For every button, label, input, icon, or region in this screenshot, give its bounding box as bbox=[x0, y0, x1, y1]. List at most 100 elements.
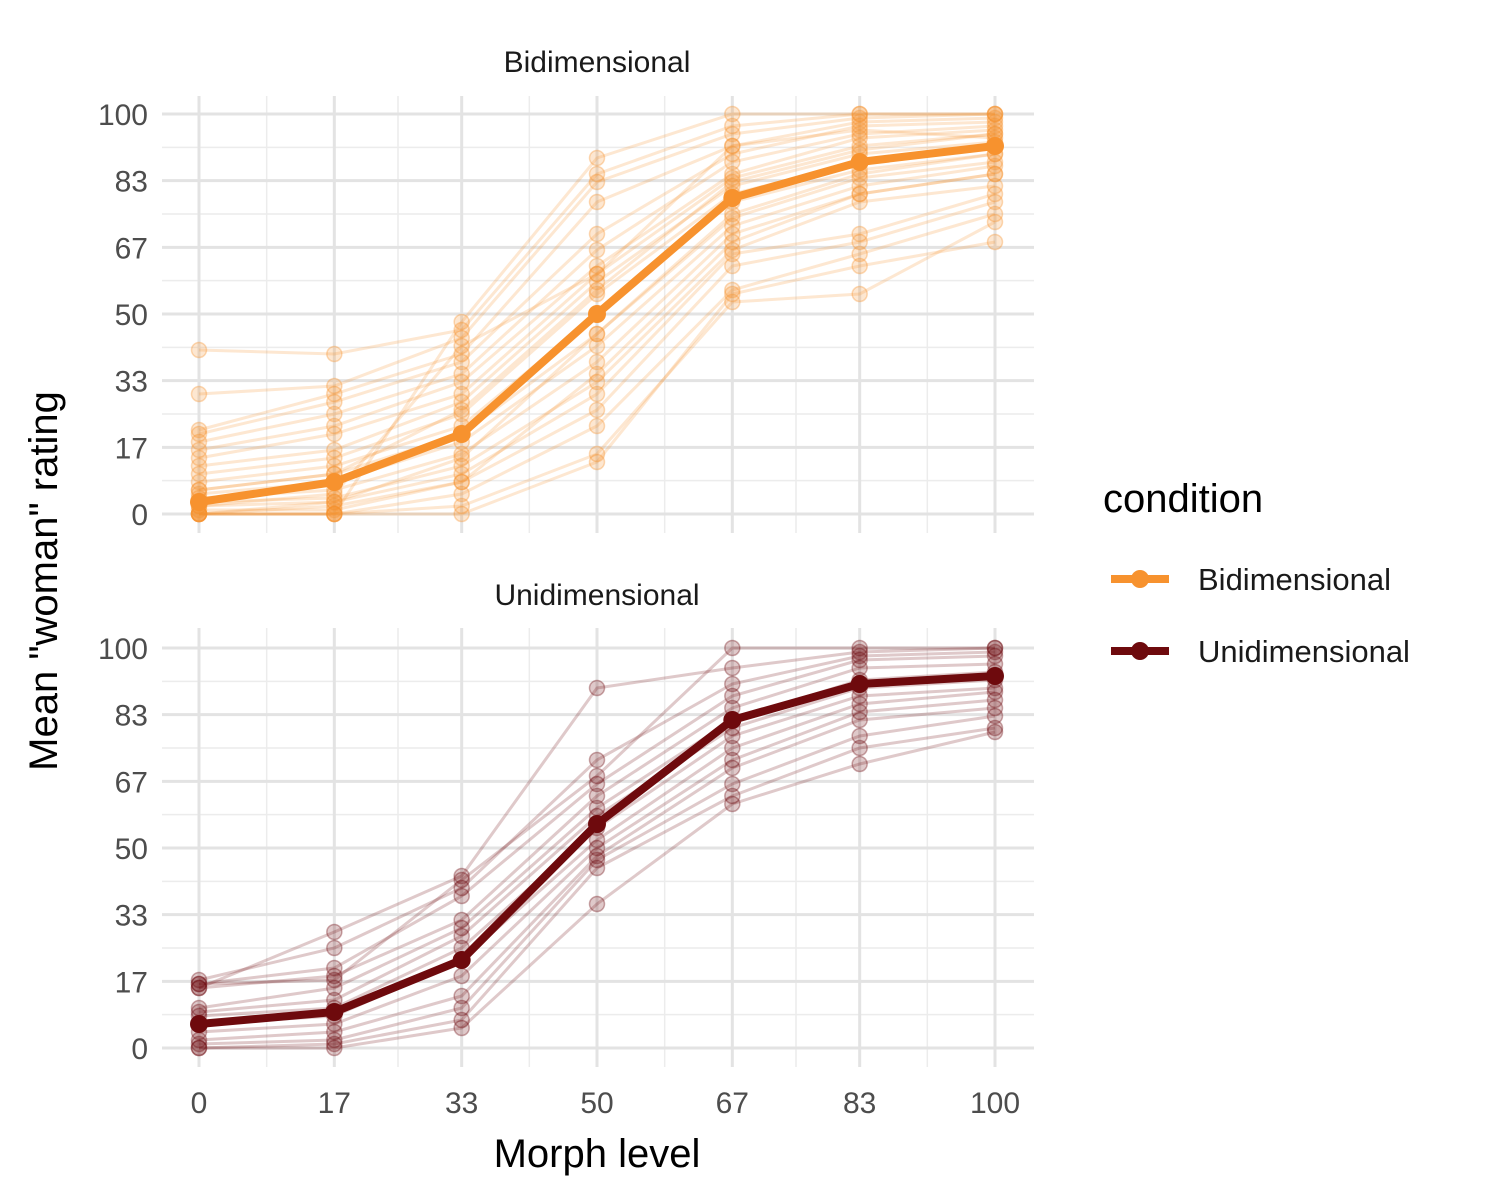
participant-point bbox=[588, 285, 606, 303]
participant-point bbox=[588, 265, 606, 283]
participant-point bbox=[326, 1023, 343, 1041]
participant-point bbox=[851, 257, 868, 275]
participant-point bbox=[724, 117, 741, 135]
participant-point bbox=[453, 465, 470, 483]
participant-point bbox=[724, 775, 741, 793]
participant-point bbox=[724, 225, 741, 243]
x-tick-label: 83 bbox=[843, 1087, 876, 1120]
legend-label: Bidimensional bbox=[1198, 562, 1391, 597]
participant-point bbox=[851, 121, 868, 139]
participant-point bbox=[453, 887, 470, 905]
participant-point bbox=[851, 651, 868, 669]
participant-point bbox=[851, 755, 868, 773]
participant-point bbox=[326, 1039, 343, 1057]
participant-point bbox=[190, 979, 208, 997]
participant-point bbox=[986, 157, 1004, 175]
participant-point bbox=[190, 473, 208, 491]
participant-point bbox=[588, 165, 606, 183]
participant-point bbox=[453, 401, 470, 419]
mean-point bbox=[190, 1015, 208, 1033]
participant-point bbox=[588, 173, 606, 191]
participant-point bbox=[851, 125, 868, 143]
participant-point bbox=[851, 711, 868, 729]
y-tick-label: 33 bbox=[115, 366, 148, 399]
participant-point bbox=[453, 445, 470, 463]
participant-point bbox=[453, 867, 470, 885]
participant-point bbox=[724, 209, 741, 227]
participant-point bbox=[453, 967, 470, 985]
participant-point bbox=[588, 193, 606, 211]
participant-point bbox=[986, 165, 1004, 183]
participant-point bbox=[453, 919, 470, 937]
participant-line bbox=[198, 706, 996, 1042]
participant-point bbox=[851, 703, 868, 721]
participant-point bbox=[588, 851, 606, 869]
participant-point bbox=[851, 129, 868, 147]
participant-point bbox=[190, 441, 208, 459]
participant-point bbox=[190, 341, 208, 359]
participant-point bbox=[588, 337, 606, 355]
participant-point bbox=[986, 193, 1004, 211]
participant-point bbox=[588, 149, 606, 167]
participant-point bbox=[453, 999, 470, 1017]
y-tick-label: 0 bbox=[131, 499, 148, 532]
participant-point bbox=[588, 225, 606, 243]
y-tick-label: 0 bbox=[131, 1033, 148, 1066]
x-tick-label: 0 bbox=[191, 1087, 208, 1120]
participant-point bbox=[986, 691, 1004, 709]
participant-point bbox=[588, 365, 606, 383]
y-axis-title: Mean "woman" rating bbox=[22, 391, 66, 771]
x-axis-title: Morph level bbox=[494, 1132, 701, 1176]
participant-line bbox=[199, 172, 996, 512]
participant-point bbox=[326, 345, 343, 363]
participant-point bbox=[326, 505, 343, 523]
participant-point bbox=[724, 281, 741, 299]
participant-point bbox=[851, 177, 868, 195]
participant-line bbox=[198, 192, 996, 508]
participant-point bbox=[326, 493, 343, 511]
participant-point bbox=[588, 445, 606, 463]
participant-line bbox=[199, 212, 996, 516]
participant-point bbox=[724, 105, 741, 123]
participant-line bbox=[198, 184, 996, 504]
mean-point bbox=[986, 667, 1004, 685]
participant-point bbox=[851, 245, 868, 263]
participant-point bbox=[724, 795, 741, 813]
participant-line bbox=[199, 730, 996, 1050]
participant-point bbox=[453, 911, 470, 929]
participant-line bbox=[198, 124, 996, 444]
participant-point bbox=[724, 675, 741, 693]
mean-point bbox=[588, 815, 606, 833]
participant-point bbox=[724, 145, 741, 163]
participant-point bbox=[588, 325, 606, 343]
mean-point bbox=[588, 305, 606, 323]
y-tick-label: 17 bbox=[115, 432, 148, 465]
participant-point bbox=[453, 385, 470, 403]
participant-point bbox=[453, 473, 470, 491]
participant-line bbox=[198, 132, 996, 460]
participant-line bbox=[198, 646, 996, 990]
participant-point bbox=[190, 1035, 208, 1053]
participant-line bbox=[198, 646, 995, 986]
participant-point bbox=[326, 497, 343, 515]
participant-point bbox=[453, 457, 470, 475]
participant-point bbox=[453, 365, 470, 383]
participant-point bbox=[588, 373, 606, 391]
participant-point bbox=[724, 687, 741, 705]
participant-point bbox=[986, 699, 1004, 717]
mean-point bbox=[850, 153, 869, 171]
y-tick-label: 83 bbox=[115, 700, 148, 733]
participant-point bbox=[588, 839, 606, 857]
x-tick-label: 33 bbox=[445, 1087, 478, 1120]
participant-point bbox=[453, 329, 470, 347]
participant-point bbox=[326, 425, 343, 443]
participant-point bbox=[724, 659, 741, 677]
participant-point bbox=[453, 373, 470, 391]
participant-point bbox=[986, 165, 1004, 183]
participant-point bbox=[326, 967, 343, 985]
participant-point bbox=[588, 325, 606, 343]
participant-point bbox=[986, 643, 1004, 661]
participant-point bbox=[851, 643, 868, 661]
participant-point bbox=[986, 719, 1004, 737]
participant-line bbox=[198, 112, 995, 356]
